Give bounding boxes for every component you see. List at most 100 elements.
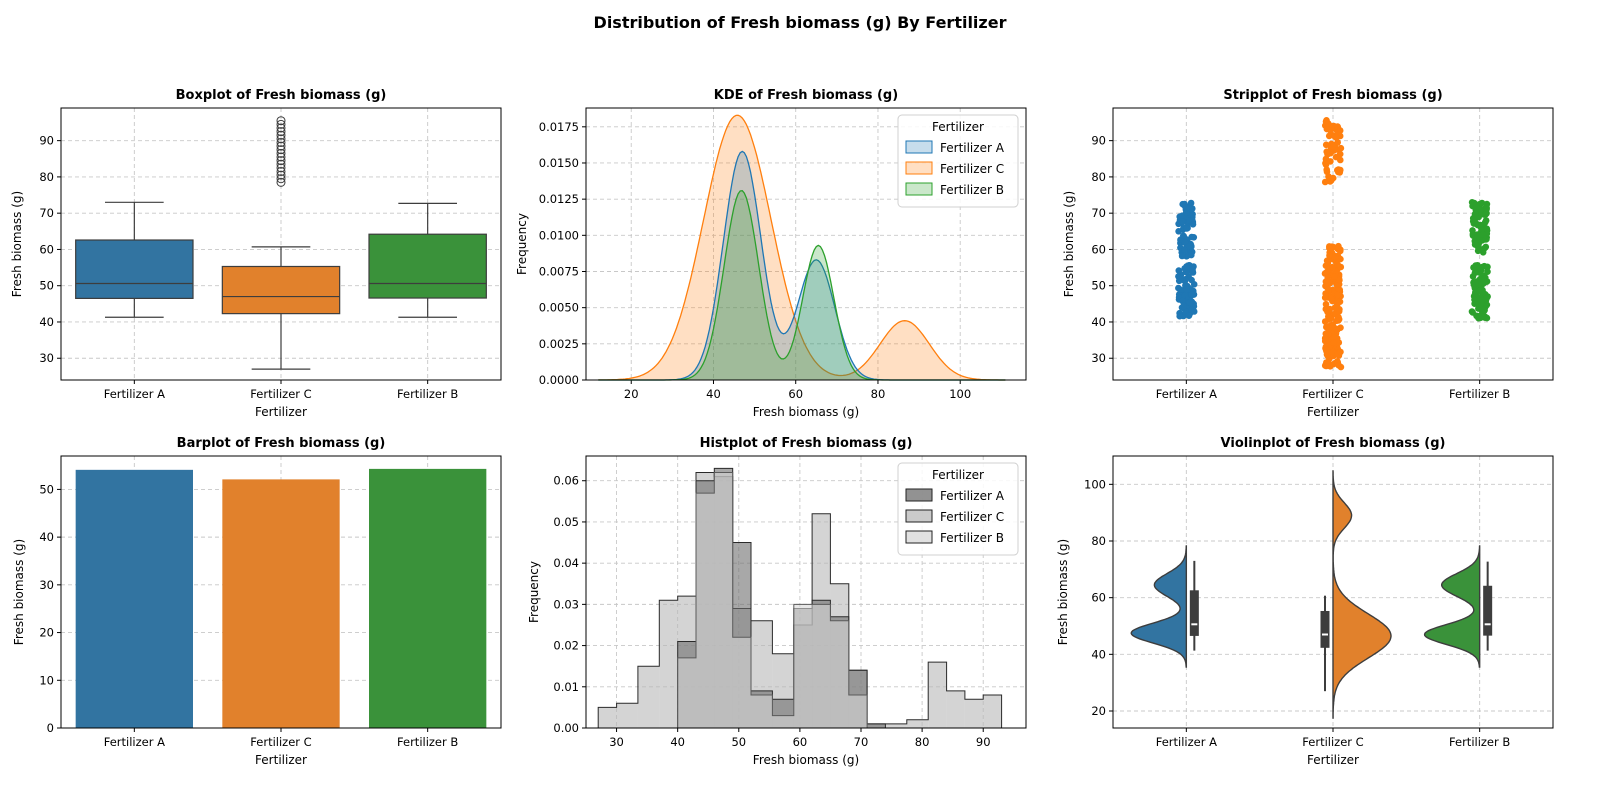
kde-xtick-label: 100 bbox=[949, 387, 971, 401]
panel-strip: Stripplot of Fresh biomass (g) Fertilizer… bbox=[1062, 88, 1554, 419]
box-xtick-label: Fertilizer C bbox=[250, 387, 311, 401]
kde-legend-title: Fertilizer bbox=[932, 120, 984, 134]
strip-point bbox=[1190, 308, 1198, 315]
strip-point bbox=[1185, 243, 1193, 250]
strip-point bbox=[1322, 159, 1329, 167]
strip-point bbox=[1183, 204, 1190, 212]
strip-point bbox=[1335, 362, 1342, 369]
strip-point bbox=[1323, 125, 1331, 133]
strip-point bbox=[1328, 295, 1335, 303]
box-outlier bbox=[276, 152, 286, 162]
violin-ylabel: Fresh biomass (g) bbox=[1056, 539, 1070, 645]
strip-point bbox=[1183, 285, 1190, 293]
strip-point bbox=[1330, 339, 1337, 347]
hist-step-fertilizer-a bbox=[677, 467, 886, 728]
strip-ylabel: Fresh biomass (g) bbox=[1062, 191, 1076, 297]
panel-bar: Barplot of Fresh biomass (g) Fertilizer Fr… bbox=[12, 436, 502, 767]
kde-title: KDE of Fresh biomass (g) bbox=[714, 88, 898, 103]
strip-point bbox=[1322, 330, 1330, 338]
strip-point bbox=[1324, 274, 1331, 281]
hist-bar bbox=[659, 600, 678, 728]
box-outlier bbox=[276, 177, 286, 187]
box-ytick-label: 40 bbox=[39, 315, 54, 329]
violin-iqr bbox=[1189, 590, 1199, 636]
box-ylabel: Fresh biomass (g) bbox=[10, 191, 24, 297]
strip-point bbox=[1483, 295, 1490, 302]
strip-point bbox=[1326, 252, 1333, 259]
hist-xlabel: Fresh biomass (g) bbox=[753, 753, 859, 767]
strip-ytick-label: 80 bbox=[1091, 170, 1106, 184]
bar-ytick-label: 40 bbox=[39, 530, 54, 544]
box-outlier bbox=[276, 123, 286, 133]
strip-title: Stripplot of Fresh biomass (g) bbox=[1223, 88, 1442, 103]
strip-point bbox=[1479, 231, 1487, 238]
strip-ytick-label: 60 bbox=[1091, 242, 1106, 256]
kde-ylabel: Frequency bbox=[515, 213, 529, 275]
box-xlabel: Fertilizer bbox=[255, 405, 307, 419]
box-outlier bbox=[276, 163, 286, 173]
box-body bbox=[75, 239, 194, 299]
box-ytick-label: 30 bbox=[39, 351, 54, 365]
strip-point bbox=[1337, 156, 1344, 164]
violin-ytick-label: 80 bbox=[1091, 534, 1106, 548]
hist-bar bbox=[946, 690, 965, 728]
panel-box: Boxplot of Fresh biomass (g) Fertilizer Fr… bbox=[10, 88, 502, 419]
box-ytick-label: 70 bbox=[39, 206, 54, 220]
kde-legend-label: Fertilizer B bbox=[940, 183, 1004, 197]
kde-legend: Fertilizer Fertilizer A Fertilizer C Fertil… bbox=[897, 114, 1019, 208]
strip-point bbox=[1484, 263, 1491, 271]
kde-frame bbox=[585, 107, 1027, 381]
box-outlier bbox=[276, 156, 286, 166]
hist-xtick-label: 80 bbox=[915, 735, 930, 749]
violin-xtick-label: Fertilizer C bbox=[1302, 735, 1363, 749]
hist-bar bbox=[848, 695, 868, 728]
strip-point bbox=[1334, 261, 1341, 269]
strip-point bbox=[1472, 210, 1479, 218]
strip-point bbox=[1325, 132, 1333, 140]
strip-point bbox=[1189, 266, 1196, 274]
strip-xtick-label: Fertilizer B bbox=[1449, 387, 1510, 401]
hist-bar bbox=[714, 472, 733, 728]
box-outlier bbox=[276, 170, 286, 180]
strip-point bbox=[1469, 227, 1476, 234]
kde-line-fertilizer-c bbox=[598, 114, 1006, 381]
hist-xtick-label: 40 bbox=[670, 735, 685, 749]
strip-point bbox=[1327, 315, 1334, 322]
strip-point bbox=[1175, 267, 1183, 274]
strip-point bbox=[1477, 223, 1485, 231]
kde-ytick-label: 0.0150 bbox=[539, 156, 579, 170]
kde-area-fertilizer-c bbox=[598, 115, 1006, 381]
box-ytick-label: 90 bbox=[39, 134, 54, 148]
box-outlier bbox=[276, 141, 286, 151]
strip-point bbox=[1180, 302, 1187, 310]
strip-point bbox=[1469, 309, 1476, 316]
kde-legend-frame bbox=[897, 114, 1019, 208]
bar-title: Barplot of Fresh biomass (g) bbox=[177, 436, 386, 451]
hist-title: Histplot of Fresh biomass (g) bbox=[700, 436, 913, 451]
strip-ytick-label: 40 bbox=[1091, 315, 1106, 329]
hist-bar bbox=[732, 637, 751, 728]
strip-point bbox=[1483, 314, 1490, 322]
box-xtick-label: Fertilizer A bbox=[104, 387, 165, 401]
strip-point bbox=[1324, 349, 1331, 357]
hist-legend-swatch bbox=[905, 509, 933, 523]
hist-bar bbox=[812, 604, 831, 728]
strip-point bbox=[1179, 297, 1186, 305]
strip-point bbox=[1324, 359, 1332, 367]
strip-point bbox=[1183, 263, 1190, 270]
hist-bar bbox=[696, 493, 715, 728]
strip-ytick-label: 30 bbox=[1091, 351, 1106, 365]
bar-fertilizer-b bbox=[369, 468, 487, 728]
strip-point bbox=[1180, 232, 1187, 239]
strip-frame bbox=[1112, 107, 1554, 381]
strip-point bbox=[1483, 225, 1491, 232]
box-outlier bbox=[276, 116, 286, 126]
strip-point bbox=[1331, 332, 1339, 340]
hist-xtick-label: 60 bbox=[793, 735, 808, 749]
hist-step-fertilizer-b bbox=[677, 472, 886, 729]
box-body bbox=[221, 265, 341, 315]
bar-xtick-label: Fertilizer C bbox=[250, 735, 311, 749]
strip-point bbox=[1334, 291, 1341, 299]
hist-bar bbox=[830, 620, 849, 728]
hist-ytick-label: 0.01 bbox=[553, 680, 579, 694]
